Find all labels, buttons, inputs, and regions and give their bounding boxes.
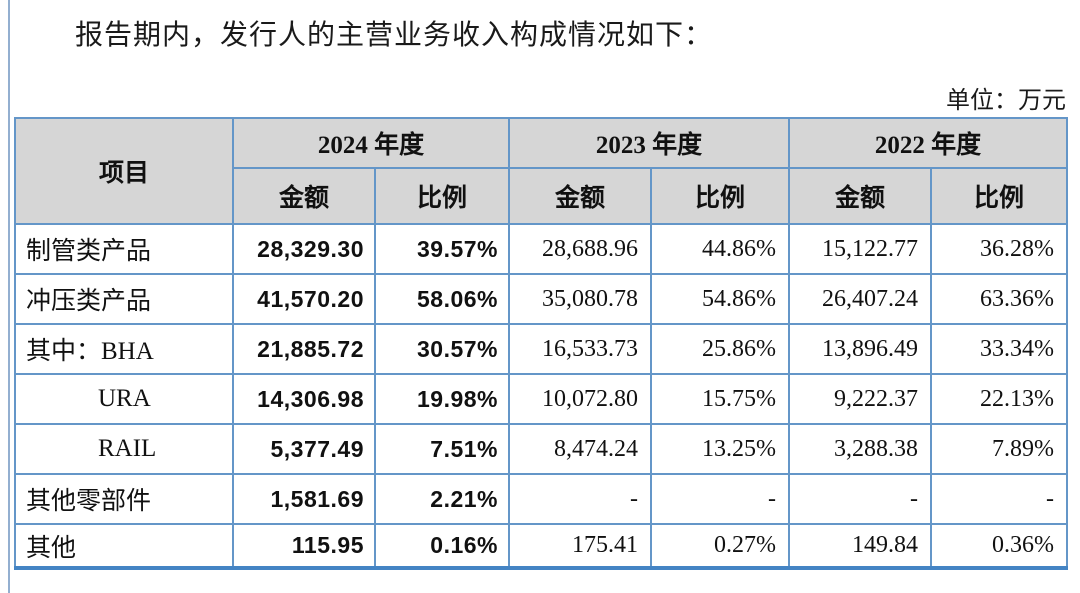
ratio-2022: 33.34% [930, 323, 1069, 375]
ratio-2022: 63.36% [930, 273, 1069, 325]
ratio-2023: 25.86% [650, 323, 791, 375]
table-row-tube-products: 制管类产品 28,329.30 39.57% 28,688.96 44.86% … [14, 223, 1069, 275]
amount-2024: 115.95 [232, 523, 376, 569]
col-header-item: 项目 [14, 117, 234, 225]
ratio-2022: 22.13% [930, 373, 1069, 425]
amount-2023: 35,080.78 [508, 273, 653, 325]
ratio-2024: 2.21% [373, 473, 511, 525]
intro-paragraph: 报告期内，发行人的主营业务收入构成情况如下： [75, 20, 714, 51]
ratio-2023: - [650, 473, 791, 525]
row-label: URA [14, 373, 234, 425]
page-edge-line [8, 0, 10, 593]
table-row-stamping-products: 冲压类产品 41,570.20 58.06% 35,080.78 54.86% … [14, 273, 1069, 325]
ratio-2022: - [930, 473, 1069, 525]
col-header-ratio-2024: 比例 [373, 167, 511, 225]
amount-2023: 8,474.24 [508, 423, 653, 475]
amount-2024: 41,570.20 [232, 273, 376, 325]
ratio-2023: 15.75% [650, 373, 791, 425]
col-header-amount-2022: 金额 [788, 167, 933, 225]
amount-2022: - [788, 473, 933, 525]
row-label: 其中：BHA [14, 323, 234, 375]
ratio-2023: 54.86% [650, 273, 791, 325]
ratio-2024: 39.57% [373, 223, 511, 275]
header-row-years: 项目 2024 年度 2023 年度 2022 年度 [14, 117, 1069, 225]
col-header-year-2022: 2022 年度 [788, 117, 1069, 169]
amount-2023: 10,072.80 [508, 373, 653, 425]
col-header-ratio-2023: 比例 [650, 167, 791, 225]
ratio-2023: 13.25% [650, 423, 791, 475]
amount-2023: - [508, 473, 653, 525]
col-header-year-2024: 2024 年度 [231, 117, 511, 169]
col-header-amount-2024: 金额 [232, 167, 376, 225]
ratio-2022: 0.36% [930, 523, 1069, 569]
amount-2024: 14,306.98 [232, 373, 376, 425]
col-header-ratio-2022: 比例 [930, 167, 1069, 225]
amount-2024: 1,581.69 [232, 473, 376, 525]
table-row-rail: RAIL 5,377.49 7.51% 8,474.24 13.25% 3,28… [14, 423, 1069, 475]
table-row-other-parts: 其他零部件 1,581.69 2.21% - - - - [14, 473, 1069, 525]
ratio-2023: 0.27% [650, 523, 791, 569]
ratio-2024: 30.57% [373, 323, 511, 375]
row-label: RAIL [14, 423, 234, 475]
ratio-2024: 7.51% [373, 423, 511, 475]
amount-2023: 175.41 [508, 523, 653, 569]
row-label: 制管类产品 [14, 223, 234, 275]
ratio-2024: 19.98% [373, 373, 511, 425]
amount-2022: 3,288.38 [788, 423, 933, 475]
amount-2024: 5,377.49 [232, 423, 376, 475]
row-label: 其他零部件 [14, 473, 234, 525]
ratio-2022: 36.28% [930, 223, 1069, 275]
unit-label: 单位：万元 [946, 88, 1066, 114]
amount-2022: 13,896.49 [788, 323, 933, 375]
ratio-2022: 7.89% [930, 423, 1069, 475]
table-row-other: 其他 115.95 0.16% 175.41 0.27% 149.84 0.36… [14, 523, 1069, 569]
amount-2022: 15,122.77 [788, 223, 933, 275]
amount-2022: 9,222.37 [788, 373, 933, 425]
amount-2022: 149.84 [788, 523, 933, 569]
ratio-2023: 44.86% [650, 223, 791, 275]
row-label: 其他 [14, 523, 234, 569]
header-row-measures: 金额 比例 金额 比例 金额 比例 [15, 167, 1069, 225]
amount-2022: 26,407.24 [788, 273, 933, 325]
amount-2023: 28,688.96 [508, 223, 653, 275]
col-header-amount-2023: 金额 [508, 167, 653, 225]
amount-2024: 21,885.72 [232, 323, 376, 375]
amount-2024: 28,329.30 [232, 223, 376, 275]
table-row-bha: 其中：BHA 21,885.72 30.57% 16,533.73 25.86%… [14, 323, 1069, 375]
col-header-year-2023: 2023 年度 [508, 117, 791, 169]
amount-2023: 16,533.73 [508, 323, 653, 375]
ratio-2024: 58.06% [373, 273, 511, 325]
table-row-ura: URA 14,306.98 19.98% 10,072.80 15.75% 9,… [14, 373, 1069, 425]
ratio-2024: 0.16% [373, 523, 511, 569]
row-label: 冲压类产品 [14, 273, 234, 325]
revenue-composition-table: 项目 2024 年度 2023 年度 2022 年度 金额 比例 金额 比例 金… [14, 117, 1069, 570]
